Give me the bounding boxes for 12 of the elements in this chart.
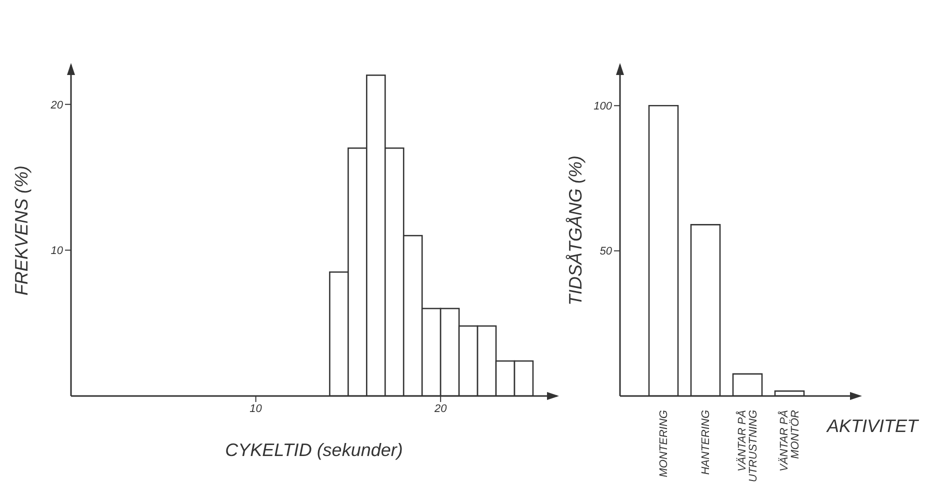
- x-tick-label: VÄNTAR PÅ UTRUSTNING: [736, 410, 760, 482]
- x-tick-label: MONTERING: [658, 410, 670, 478]
- x-axis-title: CYKELTID (sekunder): [225, 440, 403, 460]
- x-tick-label: HANTERING: [700, 410, 712, 475]
- y-axis-title: TIDSÅTGÅNG (%): [565, 155, 586, 306]
- x-tick-label: 20: [433, 402, 448, 415]
- x-tick-label: 10: [250, 402, 263, 415]
- y-axis-title: FREKVENS (%): [11, 165, 32, 296]
- x-tick-label: VÄNTAR PÅ MONTÖR: [778, 410, 802, 472]
- y-tick-label: 100: [594, 100, 613, 113]
- y-tick-label: 50: [600, 246, 613, 258]
- x-axis-title: AKTIVITET: [826, 416, 920, 436]
